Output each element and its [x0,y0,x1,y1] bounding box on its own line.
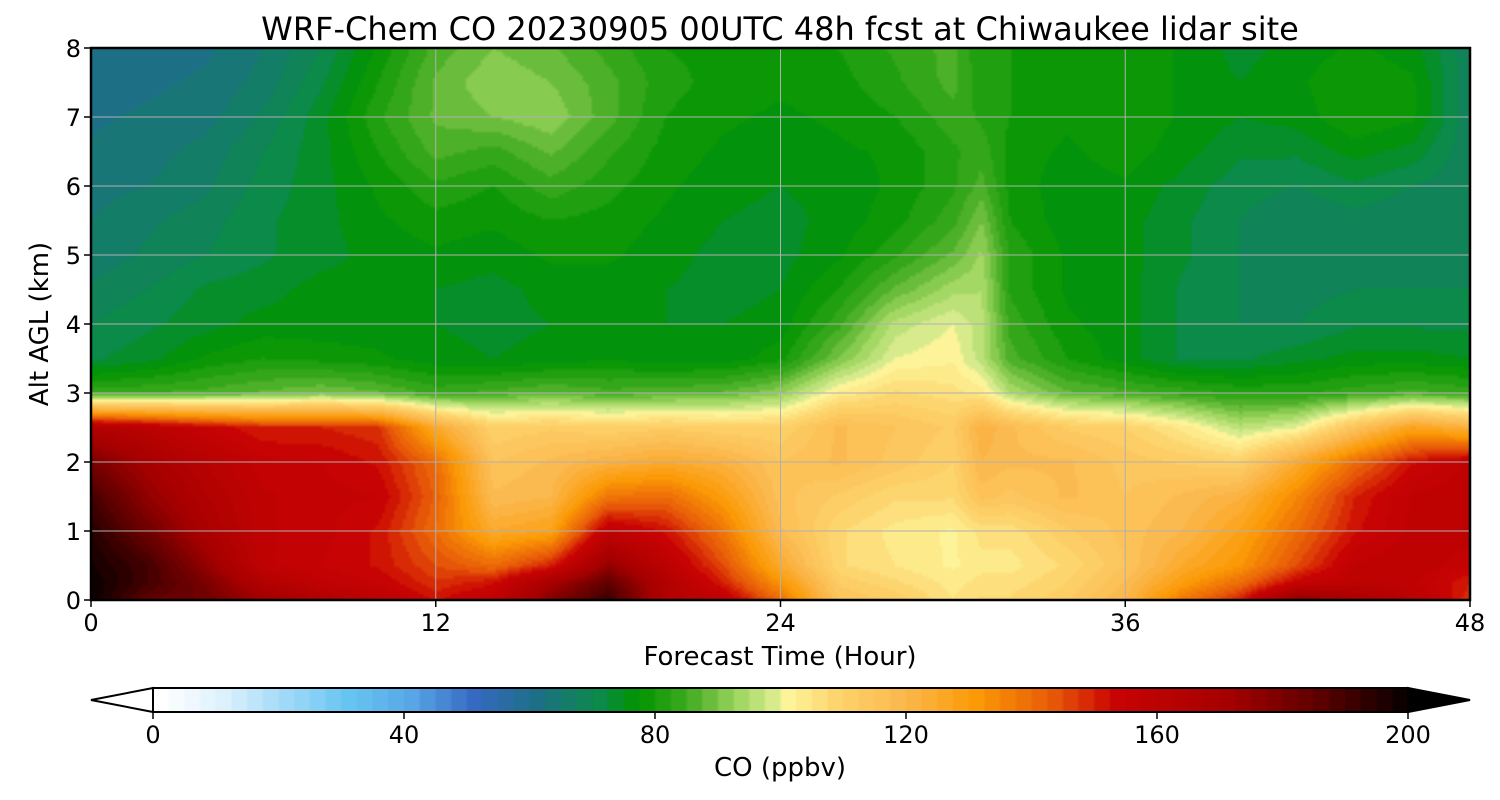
colorbar-tick-label: 40 [389,721,420,749]
y-tick-label: 5 [66,242,81,270]
colorbar: 0 40 80 120 160 200 CO (ppbv) [90,686,1471,783]
colorbar-tick-label: 200 [1385,721,1431,749]
y-tick-label: 7 [66,104,81,132]
colorbar-tick-label: 0 [145,721,160,749]
colorbar-ticks: 0 40 80 120 160 200 [145,712,1431,749]
y-tick-label: 3 [66,380,81,408]
chart-title: WRF-Chem CO 20230905 00UTC 48h fcst at C… [261,10,1299,48]
y-tick-label: 2 [66,449,81,477]
y-tick-label: 1 [66,518,81,546]
colorbar-tick-label: 80 [640,721,671,749]
x-tick-label: 12 [420,609,451,637]
y-tick-label: 0 [66,587,81,615]
colorbar-label: CO (ppbv) [714,753,846,783]
colorbar-tick-label: 160 [1134,721,1180,749]
x-tick-label: 0 [83,609,98,637]
y-axis-label: Alt AGL (km) [25,242,55,406]
y-tick-label: 8 [66,35,81,63]
colorbar-frame [152,687,1409,713]
x-tick-label: 24 [765,609,796,637]
colorbar-tick-label: 120 [883,721,929,749]
y-tick-label: 4 [66,311,81,339]
grid [91,48,1470,600]
x-tick-label: 48 [1455,609,1486,637]
y-tick-label: 6 [66,173,81,201]
x-axis-label: Forecast Time (Hour) [643,642,916,672]
x-tick-label: 36 [1110,609,1141,637]
colorbar-max-extension [1407,686,1471,714]
colorbar-min-extension [90,686,154,714]
colorbar-gradient [153,688,1408,712]
